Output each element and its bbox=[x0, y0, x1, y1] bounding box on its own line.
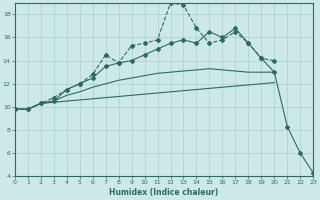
X-axis label: Humidex (Indice chaleur): Humidex (Indice chaleur) bbox=[109, 188, 219, 197]
